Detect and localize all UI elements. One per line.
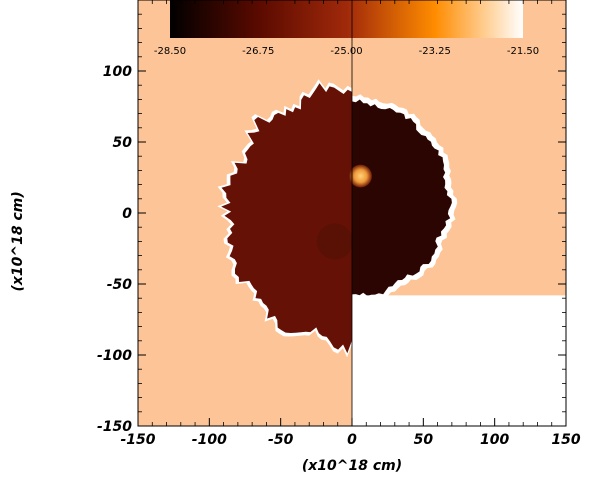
x-axis: -150 -100 -50 0 50 100 150 <box>120 0 581 448</box>
y-tick-label: 0 <box>122 206 132 222</box>
colorbar-tick-label: -26.75 <box>242 46 274 57</box>
right-shell-interior <box>352 99 452 296</box>
x-tick-label: 50 <box>414 432 434 448</box>
colorbar <box>170 0 523 38</box>
x-tick-label: 0 <box>347 432 357 448</box>
x-tick-label: 150 <box>551 432 580 448</box>
colorbar-tick-label: -25.00 <box>330 46 362 57</box>
y-tick-label: -150 <box>97 419 132 435</box>
hot-core <box>349 164 372 188</box>
x-tick-label: -150 <box>120 432 155 448</box>
lower-right-blank-panel <box>352 295 566 426</box>
colorbar-tick-label: -21.50 <box>507 46 539 57</box>
y-tick-label: -100 <box>97 348 132 364</box>
plot-content <box>217 79 566 426</box>
colorbar-tick-label: -23.25 <box>419 46 451 57</box>
left-inner-structure <box>316 223 353 260</box>
colorbar-tick-label: -28.50 <box>154 46 186 57</box>
y-axis-title: (x10^18 cm) <box>10 191 26 291</box>
left-shell-interior <box>221 83 352 354</box>
x-tick-label: 100 <box>480 432 509 448</box>
y-tick-label: 50 <box>113 135 133 151</box>
y-tick-label: -50 <box>107 277 133 293</box>
x-tick-label: -100 <box>192 432 227 448</box>
x-tick-label: -50 <box>268 432 294 448</box>
colorbar-ticks: -28.50 -26.75 -25.00 -23.25 -21.50 <box>154 46 539 57</box>
y-tick-label: 100 <box>103 64 132 80</box>
x-axis-title: (x10^18 cm) <box>302 458 402 474</box>
y-axis: -150 -100 -50 0 50 100 <box>97 13 566 435</box>
